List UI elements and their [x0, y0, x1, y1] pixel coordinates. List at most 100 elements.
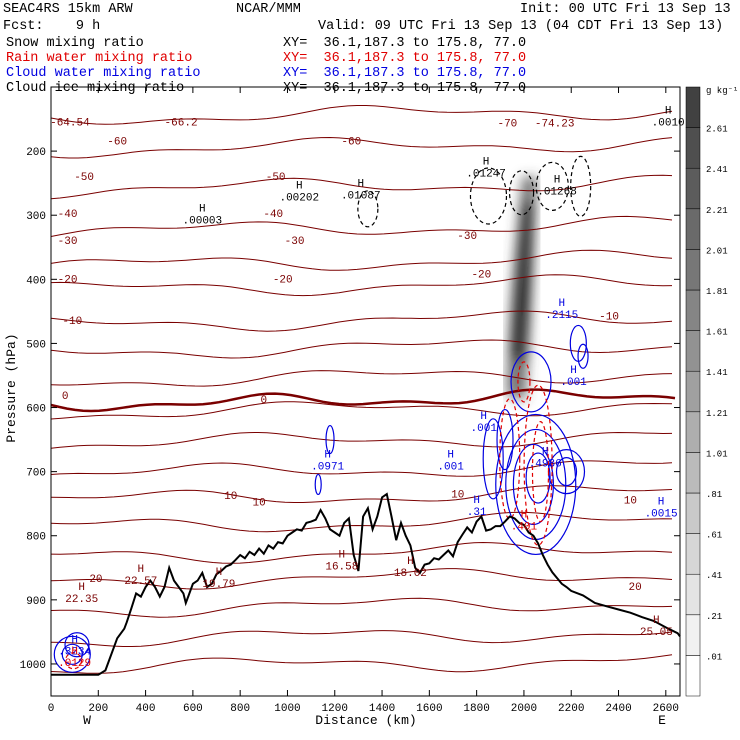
isotherm-label: -64.54	[50, 117, 90, 129]
colorbar-level-label: 1.81	[706, 287, 728, 297]
isotherm-line	[50, 654, 673, 674]
colorbar-level-label: 1.41	[706, 368, 728, 378]
colorbar-unit: g kg⁻¹	[706, 86, 738, 96]
maximum-marker: H	[483, 157, 490, 169]
cloud-water-contour	[547, 449, 586, 495]
y-axis-title: Pressure (hPa)	[4, 333, 19, 442]
maximum-marker: H	[216, 567, 223, 579]
colorbar: .01 .21 .41 .61 .81 1.01 1.21 1.41 1.61 1.81 2.01 2…	[685, 86, 728, 697]
maximum-value-label: .001	[471, 423, 498, 435]
maximum-marker: H	[554, 175, 561, 187]
cloud-water-contour	[525, 452, 551, 504]
isotherm-line	[50, 541, 673, 564]
isotherm-label: -50	[266, 172, 286, 184]
field-xy-rain: XY= 36.1,187.3 to 175.8, 77.0	[283, 51, 527, 66]
maximum-marker: H	[78, 582, 85, 594]
maximum-marker: H	[473, 495, 480, 507]
isotherm-line	[50, 597, 673, 618]
colorbar-swatch	[685, 289, 701, 331]
x-tick-label: 2200	[558, 703, 584, 715]
isotherm-line	[50, 401, 673, 420]
field-label-cloud-ice: Cloud ice mixing ratio	[6, 81, 185, 96]
x-tick-label: 800	[230, 703, 250, 715]
maximum-value-label: 22.57	[124, 576, 157, 588]
model-title: SEAC4RS 15km ARW	[3, 2, 133, 17]
valid-time: Valid: 09 UTC Fri 13 Sep 13 (04 CDT Fri …	[318, 19, 724, 34]
cloud-ice-contour	[357, 190, 379, 228]
isotherm-line	[50, 485, 673, 503]
isotherm-label: -60	[341, 137, 361, 149]
field-xy-cloud-water: XY= 36.1,187.3 to 175.8, 77.0	[283, 66, 527, 81]
y-tick-label: 600	[26, 404, 46, 416]
maximum-value-label: .0129	[58, 658, 91, 670]
maximum-marker: H	[521, 509, 528, 521]
rain-contour	[64, 652, 83, 670]
maximum-marker: H	[542, 447, 549, 459]
rain-contour	[531, 421, 550, 523]
colorbar-swatch	[685, 573, 701, 616]
x-tick-label: 1000	[274, 703, 300, 715]
maximum-marker: H	[658, 497, 665, 509]
y-tick-label: 500	[26, 339, 46, 351]
isotherm-label: 10	[451, 489, 464, 501]
colorbar-swatch	[685, 533, 701, 575]
cloud-water-contour	[325, 424, 335, 455]
x-tick-label: 1400	[369, 703, 395, 715]
maximum-value-label: .001	[560, 377, 587, 389]
rain-contour	[517, 361, 531, 403]
colorbar-swatch	[685, 655, 701, 697]
colorbar-swatch	[685, 614, 701, 656]
isotherm-label: -20	[471, 269, 491, 281]
x-tick-label: 2400	[605, 703, 631, 715]
isotherm-label: -74.23	[535, 119, 575, 131]
colorbar-swatch	[685, 127, 701, 169]
cloud-water-contour	[53, 635, 91, 673]
isotherm-line	[50, 431, 673, 449]
maximum-marker: H	[339, 550, 346, 562]
isotherm-label: -10	[599, 312, 619, 324]
isotherm-label: -40	[58, 209, 78, 221]
x-tick-label: 600	[183, 703, 203, 715]
cloud-water-contour	[64, 632, 90, 658]
field-label-cloud-water: Cloud water mixing ratio	[6, 66, 201, 81]
x-tick-label: 400	[136, 703, 156, 715]
isotherm-label: 0	[62, 391, 69, 403]
cloud-ice-contour	[469, 167, 508, 225]
colorbar-level-label: 1.61	[706, 328, 728, 338]
isotherm-line	[50, 460, 673, 477]
field-xy-snow: XY= 36.1,187.3 to 175.8, 77.0	[283, 36, 527, 51]
maximum-value-label: .0015	[645, 509, 678, 521]
field-label-snow: Snow mixing ratio	[6, 36, 144, 51]
maximum-value-label: .01268	[537, 187, 577, 199]
colorbar-swatch	[685, 370, 701, 413]
colorbar-level-label: .81	[706, 490, 722, 500]
y-tick-label: 900	[26, 596, 46, 608]
maximum-value-label: .0971	[311, 462, 344, 474]
maximum-value-label: .31	[467, 507, 487, 519]
isotherm-lines	[50, 105, 676, 674]
maximum-value-label: .401	[511, 521, 538, 533]
isotherm-label: -60	[107, 137, 127, 149]
isotherm-label: 20	[628, 582, 641, 594]
isotherm-label: -30	[58, 236, 78, 248]
isotherm-label: -30	[285, 236, 305, 248]
cloud-water-contour	[314, 473, 322, 496]
isotherm-line	[50, 370, 673, 387]
colorbar-swatch	[685, 86, 701, 128]
maximum-marker: H	[138, 564, 145, 576]
contour-labels: -64.54 -66.2 -70 -74.23 -60 -60 -50 -50 -40 -40 -3…	[50, 105, 685, 669]
isotherm-label: -20	[273, 275, 293, 287]
colorbar-swatch	[685, 167, 701, 210]
colorbar-level-label: .61	[706, 531, 722, 541]
cloud-water-contour	[61, 643, 83, 665]
colorbar-level-label: .21	[706, 612, 722, 622]
isotherm-label: 0	[261, 395, 268, 407]
colorbar-swatch	[685, 411, 701, 453]
colorbar-level-label: 2.01	[706, 246, 728, 256]
colorbar-level-label: 1.21	[706, 409, 728, 419]
x-tick-label: 1600	[416, 703, 442, 715]
field-label-rain: Rain water mixing ratio	[6, 51, 193, 66]
init-time: Init: 00 UTC Fri 13 Sep 13	[520, 2, 731, 17]
snow-plume-shade	[506, 176, 537, 402]
